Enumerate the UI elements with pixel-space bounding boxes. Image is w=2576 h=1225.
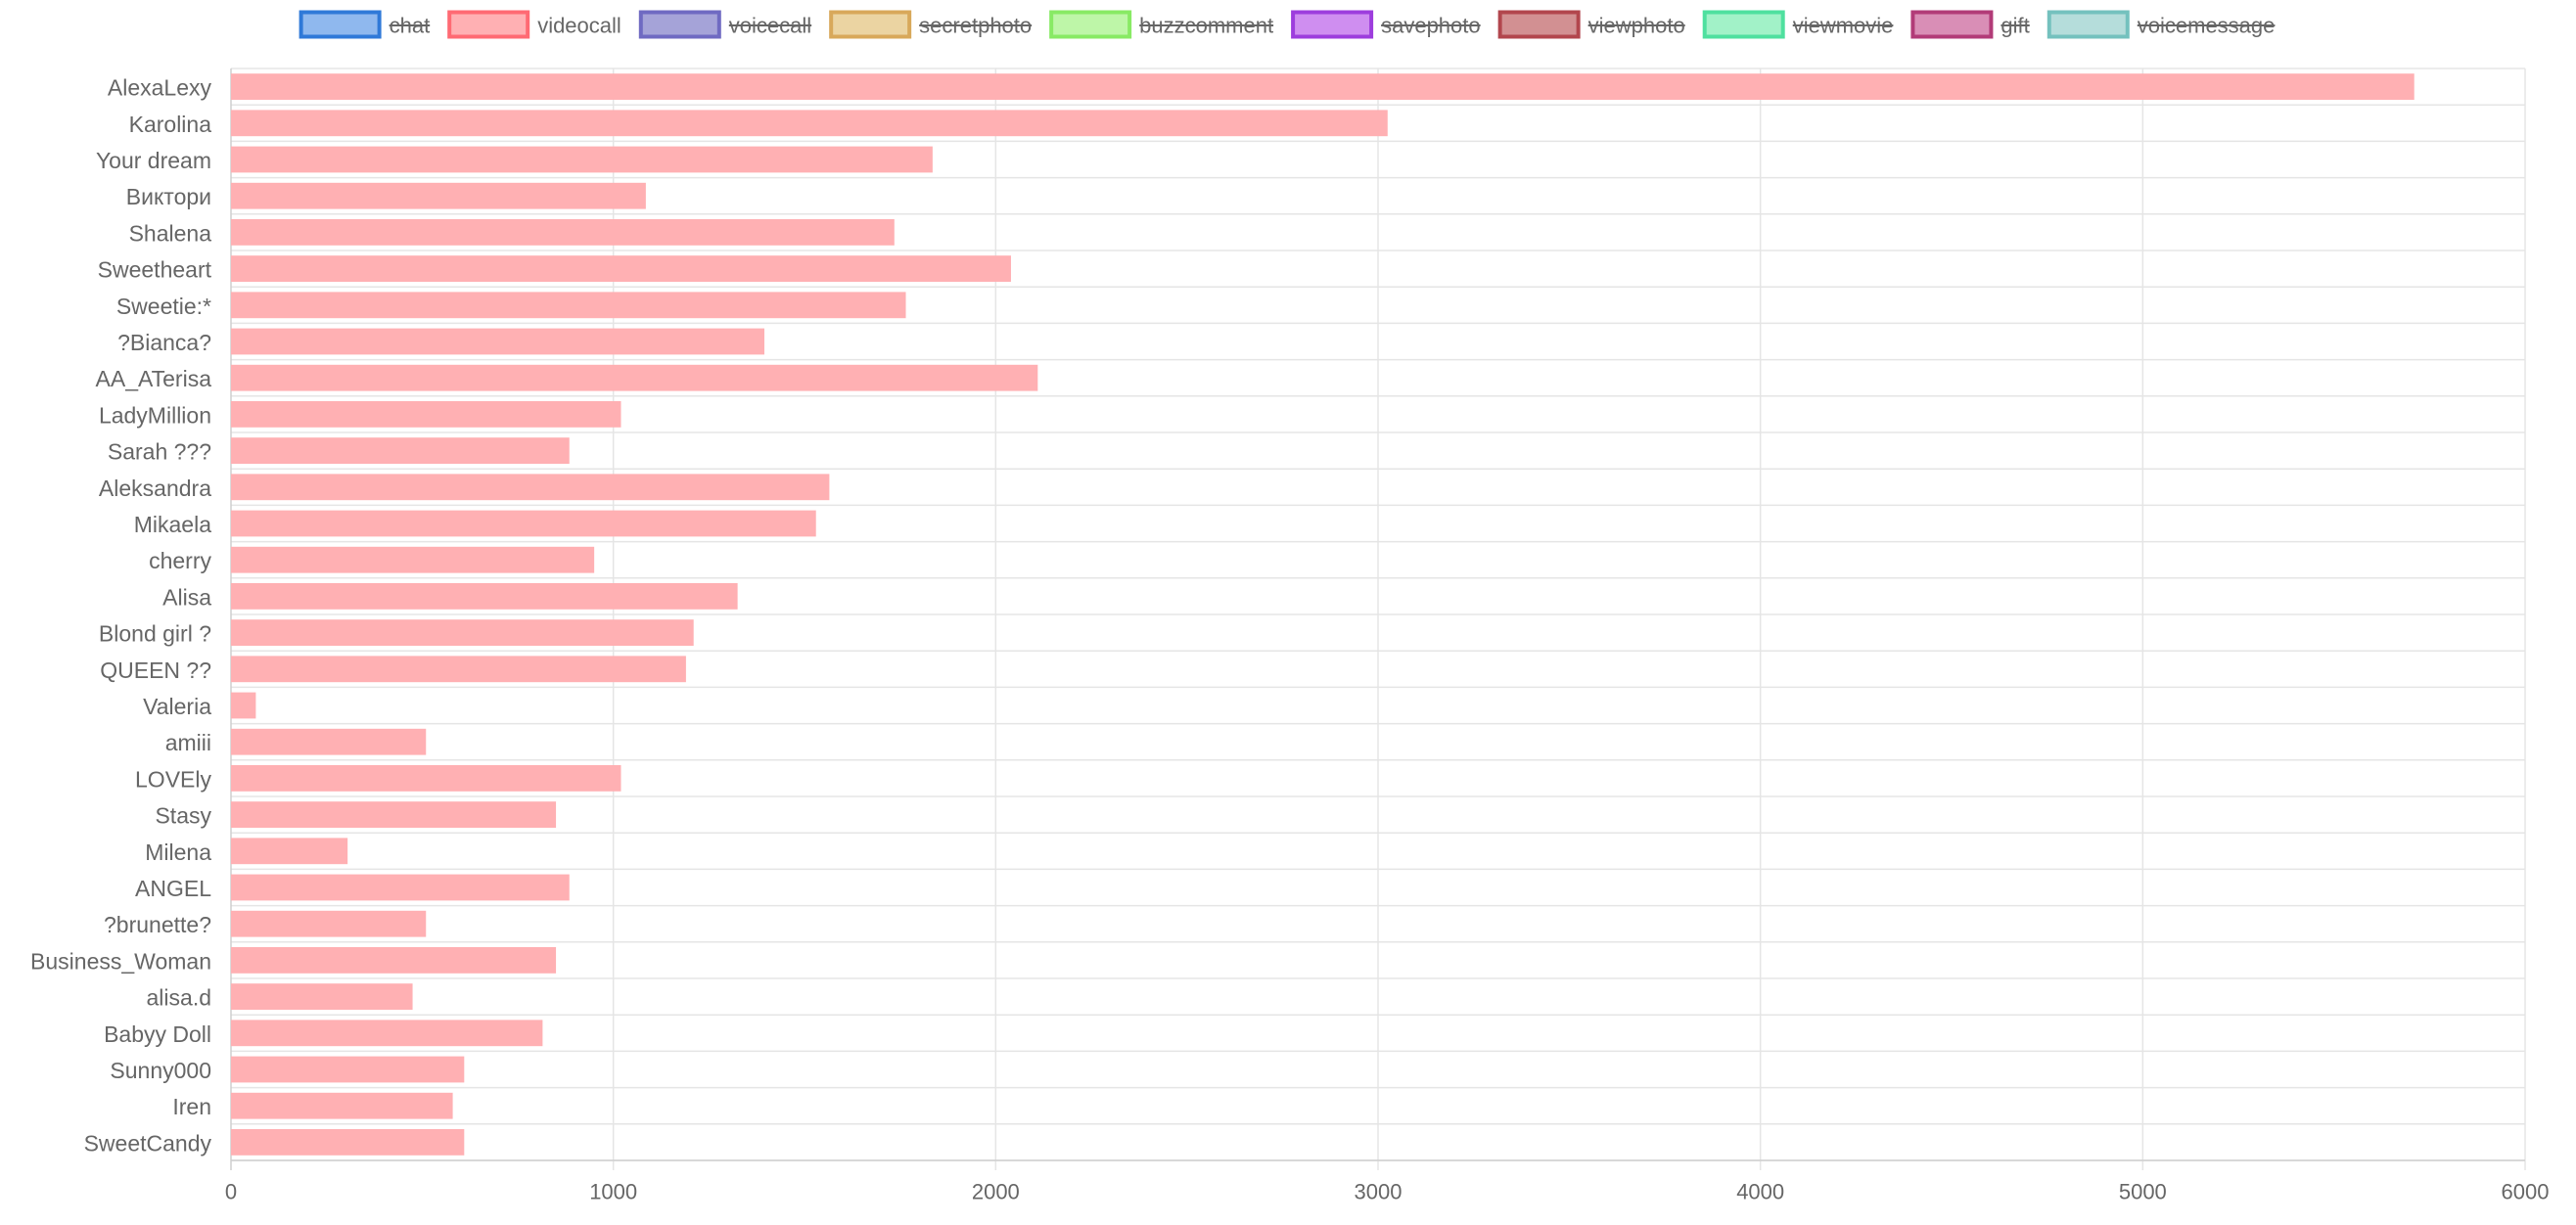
bar-1 <box>231 73 2415 100</box>
bar-27 <box>231 1020 543 1047</box>
bar-17 <box>231 656 686 683</box>
legend-swatch <box>447 10 530 39</box>
bar-15 <box>231 583 738 610</box>
bar-9 <box>231 364 1038 391</box>
bar-4 <box>231 182 646 209</box>
legend-swatch <box>1702 10 1785 39</box>
legend-item-gift[interactable]: gift <box>1910 10 2030 39</box>
legend-swatch <box>1497 10 1581 39</box>
bar-18 <box>231 692 256 719</box>
legend-item-viewphoto[interactable]: viewphoto <box>1497 10 1685 39</box>
bar-11 <box>231 437 570 464</box>
grid <box>230 68 2526 1170</box>
legend-swatch <box>638 10 721 39</box>
category-label: Aleksandra <box>99 476 211 501</box>
bar-19 <box>231 728 427 755</box>
bar-14 <box>231 546 595 573</box>
bar-20 <box>231 765 621 792</box>
category-label: Babyy Doll <box>104 1021 211 1047</box>
bar-13 <box>231 510 816 537</box>
category-label: ?Bianca? <box>117 330 211 355</box>
bar-28 <box>231 1056 465 1083</box>
bar-3 <box>231 146 933 173</box>
category-label: Iren <box>172 1094 211 1119</box>
category-label: Stasy <box>155 803 211 829</box>
category-label: Karolina <box>129 112 212 137</box>
category-label: AlexaLexy <box>108 75 212 101</box>
category-label: ?brunette? <box>104 912 211 937</box>
x-tick-label: 3000 <box>1355 1180 1403 1204</box>
category-label: Sweetie:* <box>116 294 211 319</box>
legend-swatch <box>2047 10 2130 39</box>
bar-7 <box>231 292 906 319</box>
category-label: amiii <box>165 730 211 755</box>
category-label: QUEEN ?? <box>100 658 211 683</box>
legend-swatch <box>829 10 912 39</box>
category-label: Mikaela <box>134 512 211 537</box>
bar-10 <box>231 401 621 428</box>
category-label: Sunny000 <box>110 1058 211 1083</box>
legend-swatch <box>1910 10 1994 39</box>
legend-item-voicecall[interactable]: voicecall <box>638 10 812 39</box>
category-label: Business_Woman <box>30 948 211 974</box>
legend-swatch <box>1049 10 1132 39</box>
x-tick-label: 0 <box>225 1180 237 1204</box>
legend[interactable]: chat videocall voicecall secretphoto buzzcom… <box>299 10 2276 39</box>
category-label: Valeria <box>143 694 211 719</box>
bar-8 <box>231 328 764 355</box>
bar-6 <box>231 255 1011 282</box>
category-label: Sweetheart <box>98 257 212 283</box>
bar-29 <box>231 1092 453 1119</box>
legend-item-chat[interactable]: chat <box>299 10 431 39</box>
bar-12 <box>231 474 830 501</box>
x-tick-label: 6000 <box>2502 1180 2550 1204</box>
bar-23 <box>231 874 570 901</box>
bar-22 <box>231 838 348 865</box>
category-labels: AlexaLexy Karolina Your dream Виктори Shalen… <box>30 75 212 1157</box>
category-label: Milena <box>145 839 211 865</box>
legend-item-secretphoto[interactable]: secretphoto <box>829 10 1033 39</box>
x-tick-label: 5000 <box>2119 1180 2167 1204</box>
category-label: Blond girl ? <box>99 621 211 647</box>
legend-item-videocall[interactable]: videocall <box>447 10 621 39</box>
category-label: LOVEly <box>135 766 211 792</box>
legend-item-buzzcomment[interactable]: buzzcomment <box>1049 10 1274 39</box>
category-label: ANGEL <box>135 876 211 901</box>
category-label: Your dream <box>96 148 211 173</box>
bar-25 <box>231 947 557 974</box>
bar-24 <box>231 910 427 937</box>
legend-label: videocall <box>537 14 621 38</box>
category-label: Sarah ??? <box>108 439 211 465</box>
category-label: Виктори <box>126 184 211 209</box>
bar-5 <box>231 219 895 246</box>
legend-item-viewmovie[interactable]: viewmovie <box>1702 10 1894 39</box>
bar-26 <box>231 983 413 1010</box>
x-axis-tick-labels: 0 1000 2000 3000 4000 5000 6000 <box>225 1180 2550 1204</box>
x-tick-label: 2000 <box>972 1180 1020 1204</box>
category-label: AA_ATerisa <box>96 366 212 391</box>
category-label: Shalena <box>129 220 212 246</box>
legend-swatch <box>1291 10 1374 39</box>
legend-item-voicemessage[interactable]: voicemessage <box>2047 10 2276 39</box>
category-label: alisa.d <box>147 985 211 1011</box>
bar-21 <box>231 801 557 828</box>
bar-30 <box>231 1129 465 1156</box>
legend-swatch <box>299 10 382 39</box>
category-label: LadyMillion <box>99 402 211 428</box>
legend-item-savephoto[interactable]: savephoto <box>1291 10 1481 39</box>
x-tick-label: 1000 <box>589 1180 637 1204</box>
x-tick-label: 4000 <box>1736 1180 1784 1204</box>
category-label: Alisa <box>162 584 211 610</box>
bar-2 <box>231 110 1388 137</box>
bars <box>231 73 2415 1156</box>
category-label: cherry <box>149 548 211 573</box>
bar-16 <box>231 619 694 646</box>
category-label: SweetCandy <box>84 1130 212 1156</box>
